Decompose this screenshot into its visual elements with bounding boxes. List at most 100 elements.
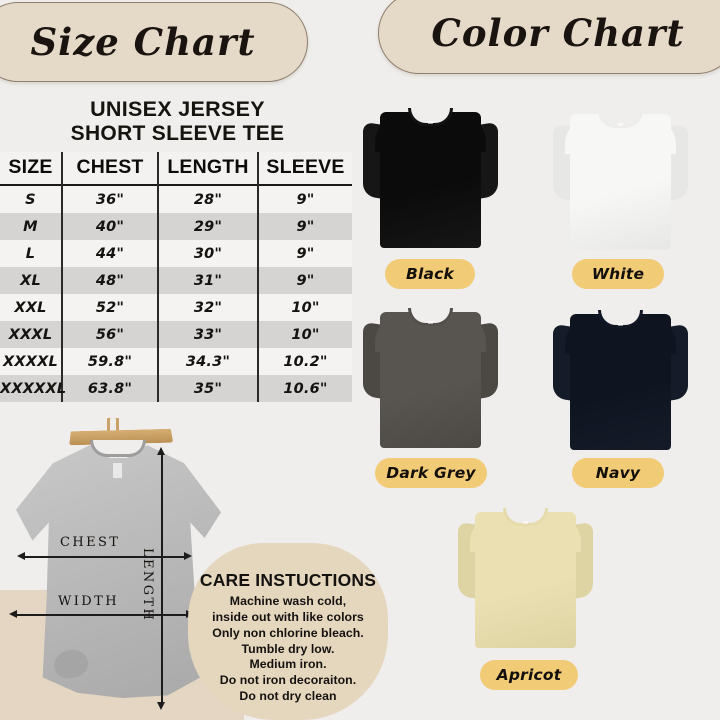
sleeve-cell: 10" <box>257 321 352 348</box>
tshirt-tag <box>618 123 623 126</box>
color-label-text: Navy <box>595 464 641 482</box>
chest-arrow-line <box>24 556 186 558</box>
tshirt-icon <box>363 108 498 248</box>
sleeve-cell: 9" <box>257 240 352 267</box>
color-label-pill[interactable]: Dark Grey <box>375 458 487 488</box>
color-label-pill[interactable]: Navy <box>572 458 664 488</box>
color-label-pill[interactable]: Apricot <box>480 660 578 690</box>
tshirt-icon <box>553 310 688 450</box>
table-row: XXL 52" 32" 10" <box>0 294 352 321</box>
size-cell: XXXXXL <box>0 380 67 397</box>
size-cell: XXXXL <box>3 353 58 370</box>
chest-cell: 48" <box>61 267 158 294</box>
table-row: XL 48" 31" 9" <box>0 267 352 294</box>
chest-measure-label: CHEST <box>60 535 121 550</box>
table-row: L 44" 30" 9" <box>0 240 352 267</box>
chest-cell: 63.8" <box>61 375 158 402</box>
tshirt-neck-opening <box>411 308 450 323</box>
subtitle-line-2: SHORT SLEEVE TEE <box>70 122 285 146</box>
tshirt-tag <box>618 323 623 326</box>
tshirt-neck-opening <box>601 310 640 325</box>
length-cell: 28" <box>157 185 258 213</box>
tshirt-tag <box>428 121 433 124</box>
tee-collar <box>90 440 146 457</box>
chest-cell: 40" <box>61 213 158 240</box>
color-label-pill[interactable]: White <box>572 259 664 289</box>
length-cell: 34.3" <box>157 348 258 375</box>
size-cell: M <box>23 218 38 235</box>
size-chart-table: SIZE CHEST LENGTH SLEEVE S 36" 28" 9" M 40" 29… <box>0 152 352 402</box>
color-chart-header-pill: Color Chart <box>378 0 720 74</box>
tshirt-tag <box>523 521 528 524</box>
chest-cell: 36" <box>61 185 158 213</box>
length-cell: 29" <box>157 213 258 240</box>
chest-cell: 52" <box>61 294 158 321</box>
sleeve-cell: 9" <box>257 267 352 294</box>
table-header-row: SIZE CHEST LENGTH SLEEVE <box>0 152 352 185</box>
sleeve-cell: 9" <box>257 213 352 240</box>
care-instruction-line: Machine wash cold, <box>229 594 347 608</box>
size-cell: S <box>25 191 36 208</box>
width-arrow-cap-left <box>9 610 17 618</box>
color-label-text: Apricot <box>496 666 562 684</box>
length-cell: 33" <box>157 321 258 348</box>
table-header: SIZE CHEST LENGTH SLEEVE <box>0 152 352 185</box>
chest-cell: 56" <box>61 321 158 348</box>
care-instruction-line: Do not iron decoraiton. <box>219 673 357 688</box>
subtitle-line-1: UNISEX JERSEY <box>90 97 265 121</box>
table-row: XXXXL 59.8" 34.3" 10.2" <box>0 348 352 375</box>
care-instruction-line: Tumble dry low. <box>241 641 335 656</box>
product-subtitle: UNISEX JERSEY SHORT SLEEVE TEE <box>0 97 355 147</box>
size-cell: L <box>25 245 36 262</box>
care-instructions-lines: Machine wash cold, inside out with like c… <box>190 594 386 705</box>
color-label-text: White <box>591 265 645 283</box>
tshirt-icon <box>553 110 688 250</box>
length-cell: 35" <box>157 375 258 402</box>
length-arrow-line <box>161 454 163 704</box>
size-chart-header-pill: Size Chart <box>0 2 308 82</box>
tshirt-icon <box>458 508 593 648</box>
care-instructions-title: CARE INSTUCTIONS <box>199 570 377 590</box>
length-cell: 32" <box>157 294 258 321</box>
length-cell: 30" <box>157 240 258 267</box>
color-label-text: Dark Grey <box>386 464 476 482</box>
chest-cell: 44" <box>61 240 158 267</box>
chest-arrow-cap-right <box>184 552 192 560</box>
grey-tee-shape <box>16 445 221 698</box>
color-chart-title: Color Chart <box>431 11 685 55</box>
sleeve-cell: 10.2" <box>257 348 352 375</box>
length-arrow-cap-down <box>157 702 165 710</box>
table-row: M 40" 29" 9" <box>0 213 352 240</box>
size-cell: XXXL <box>8 326 53 343</box>
width-arrow-line <box>16 614 188 616</box>
care-instruction-line: Medium iron. <box>249 657 327 672</box>
tee-brand-tag <box>112 462 123 479</box>
chest-arrow-cap-left <box>17 552 25 560</box>
size-chart-title: Size Chart <box>30 20 256 64</box>
length-cell: 31" <box>157 267 258 294</box>
tshirt-neck-opening <box>601 110 640 125</box>
column-header-size: SIZE <box>0 152 62 185</box>
length-measure-label: LENGTH <box>140 548 155 623</box>
size-cell: XXL <box>14 299 47 316</box>
color-label-pill[interactable]: Black <box>385 259 475 289</box>
table-row: XXXXXL 63.8" 35" 10.6" <box>0 375 352 402</box>
table-body: S 36" 28" 9" M 40" 29" 9" L 44" 30" 9" XL 48" 31" 9" XXL… <box>0 185 352 402</box>
chest-cell: 59.8" <box>61 348 158 375</box>
tshirt-icon <box>363 308 498 448</box>
width-measure-label: WIDTH <box>58 594 119 609</box>
table-row: XXXL 56" 33" 10" <box>0 321 352 348</box>
sleeve-cell: 10" <box>257 294 352 321</box>
care-instruction-line: Do not dry clean <box>239 689 337 704</box>
column-header-chest: CHEST <box>61 152 158 185</box>
care-instructions-block: CARE INSTUCTIONS Machine wash cold, insid… <box>190 570 386 705</box>
care-instruction-line: inside out with like colors <box>212 609 364 624</box>
care-instruction-line: Only non chlorine bleach. <box>212 625 364 640</box>
column-header-sleeve: SLEEVE <box>257 152 352 185</box>
column-header-length: LENGTH <box>157 152 258 185</box>
table-row: S 36" 28" 9" <box>0 185 352 213</box>
hanger-hook-icon <box>107 418 119 436</box>
sleeve-cell: 9" <box>257 185 352 213</box>
size-cell: XL <box>20 272 41 289</box>
